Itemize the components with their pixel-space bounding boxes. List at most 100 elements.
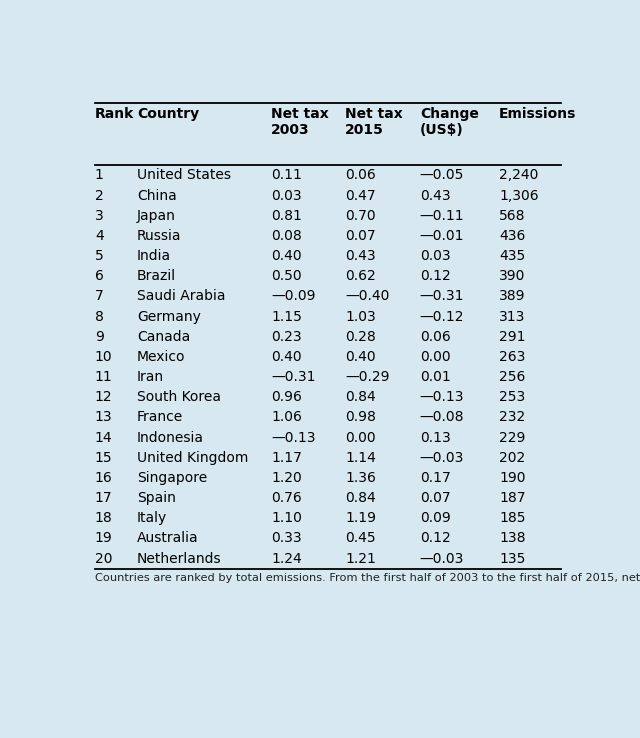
Text: —0.05: —0.05 [420, 168, 464, 182]
Text: 0.07: 0.07 [420, 491, 451, 505]
Text: 263: 263 [499, 350, 525, 364]
Text: 0.45: 0.45 [346, 531, 376, 545]
Text: Spain: Spain [137, 491, 176, 505]
Text: 2: 2 [95, 188, 104, 202]
Text: China: China [137, 188, 177, 202]
Text: Russia: Russia [137, 229, 182, 243]
Text: 1.14: 1.14 [346, 451, 376, 465]
Text: 313: 313 [499, 309, 525, 323]
Text: 0.81: 0.81 [271, 209, 302, 223]
Text: 435: 435 [499, 249, 525, 263]
Text: 0.40: 0.40 [271, 249, 301, 263]
Text: —0.29: —0.29 [346, 370, 390, 384]
Text: 11: 11 [95, 370, 113, 384]
Text: —0.13: —0.13 [271, 430, 316, 444]
Text: 185: 185 [499, 511, 525, 525]
Text: 7: 7 [95, 289, 104, 303]
Text: United States: United States [137, 168, 231, 182]
Text: 0.09: 0.09 [420, 511, 451, 525]
Text: 190: 190 [499, 471, 525, 485]
Text: 1: 1 [95, 168, 104, 182]
Text: 1.36: 1.36 [346, 471, 376, 485]
Text: 1.20: 1.20 [271, 471, 301, 485]
Text: Indonesia: Indonesia [137, 430, 204, 444]
Text: —0.12: —0.12 [420, 309, 464, 323]
Text: 0.43: 0.43 [420, 188, 451, 202]
Text: 10: 10 [95, 350, 113, 364]
Text: Netherlands: Netherlands [137, 551, 221, 565]
Text: 0.12: 0.12 [420, 269, 451, 283]
Text: 1.24: 1.24 [271, 551, 301, 565]
Text: 13: 13 [95, 410, 113, 424]
Text: 0.11: 0.11 [271, 168, 302, 182]
Text: 1.10: 1.10 [271, 511, 302, 525]
Text: 202: 202 [499, 451, 525, 465]
Text: —0.03: —0.03 [420, 551, 464, 565]
Text: 0.06: 0.06 [346, 168, 376, 182]
Text: Singapore: Singapore [137, 471, 207, 485]
Text: 0.00: 0.00 [420, 350, 451, 364]
Text: 2,240: 2,240 [499, 168, 538, 182]
Text: 0.13: 0.13 [420, 430, 451, 444]
Text: Country: Country [137, 107, 199, 121]
Text: 187: 187 [499, 491, 525, 505]
Text: 232: 232 [499, 410, 525, 424]
Text: 0.23: 0.23 [271, 330, 301, 344]
Text: Countries are ranked by total emissions. From the first half of 2003 to the firs: Countries are ranked by total emissions.… [95, 573, 640, 583]
Text: Canada: Canada [137, 330, 190, 344]
Text: 0.50: 0.50 [271, 269, 301, 283]
Text: 436: 436 [499, 229, 525, 243]
Text: 18: 18 [95, 511, 113, 525]
Text: 0.40: 0.40 [346, 350, 376, 364]
Text: 0.06: 0.06 [420, 330, 451, 344]
Text: Change
(US$): Change (US$) [420, 107, 479, 137]
Text: 1,306: 1,306 [499, 188, 539, 202]
Text: 138: 138 [499, 531, 525, 545]
Text: 1.03: 1.03 [346, 309, 376, 323]
Text: 17: 17 [95, 491, 113, 505]
Text: —0.40: —0.40 [346, 289, 390, 303]
Text: 12: 12 [95, 390, 113, 404]
Text: Brazil: Brazil [137, 269, 176, 283]
Text: 291: 291 [499, 330, 525, 344]
Text: 0.98: 0.98 [346, 410, 376, 424]
Text: Rank: Rank [95, 107, 134, 121]
Text: 5: 5 [95, 249, 104, 263]
Text: Iran: Iran [137, 370, 164, 384]
Text: Germany: Germany [137, 309, 201, 323]
Text: 0.96: 0.96 [271, 390, 302, 404]
Text: Net tax
2015: Net tax 2015 [346, 107, 403, 137]
Text: 0.28: 0.28 [346, 330, 376, 344]
Text: 229: 229 [499, 430, 525, 444]
Text: 389: 389 [499, 289, 525, 303]
Text: 1.17: 1.17 [271, 451, 302, 465]
Text: 0.08: 0.08 [271, 229, 301, 243]
Text: United Kingdom: United Kingdom [137, 451, 248, 465]
Text: 0.03: 0.03 [271, 188, 301, 202]
Text: 4: 4 [95, 229, 104, 243]
Text: —0.03: —0.03 [420, 451, 464, 465]
Text: —0.01: —0.01 [420, 229, 464, 243]
Text: Australia: Australia [137, 531, 198, 545]
Text: 3: 3 [95, 209, 104, 223]
Text: —0.13: —0.13 [420, 390, 464, 404]
Text: Italy: Italy [137, 511, 167, 525]
Text: 0.17: 0.17 [420, 471, 451, 485]
Text: 568: 568 [499, 209, 525, 223]
Text: 0.07: 0.07 [346, 229, 376, 243]
Text: 14: 14 [95, 430, 113, 444]
Text: 0.47: 0.47 [346, 188, 376, 202]
Text: 0.43: 0.43 [346, 249, 376, 263]
Text: 390: 390 [499, 269, 525, 283]
Text: 0.33: 0.33 [271, 531, 301, 545]
Text: 0.01: 0.01 [420, 370, 451, 384]
Text: 0.84: 0.84 [346, 390, 376, 404]
Text: 0.12: 0.12 [420, 531, 451, 545]
Text: 0.62: 0.62 [346, 269, 376, 283]
Text: 1.21: 1.21 [346, 551, 376, 565]
Text: 0.76: 0.76 [271, 491, 301, 505]
Text: 253: 253 [499, 390, 525, 404]
Text: 0.40: 0.40 [271, 350, 301, 364]
Text: 135: 135 [499, 551, 525, 565]
Text: 1.15: 1.15 [271, 309, 302, 323]
